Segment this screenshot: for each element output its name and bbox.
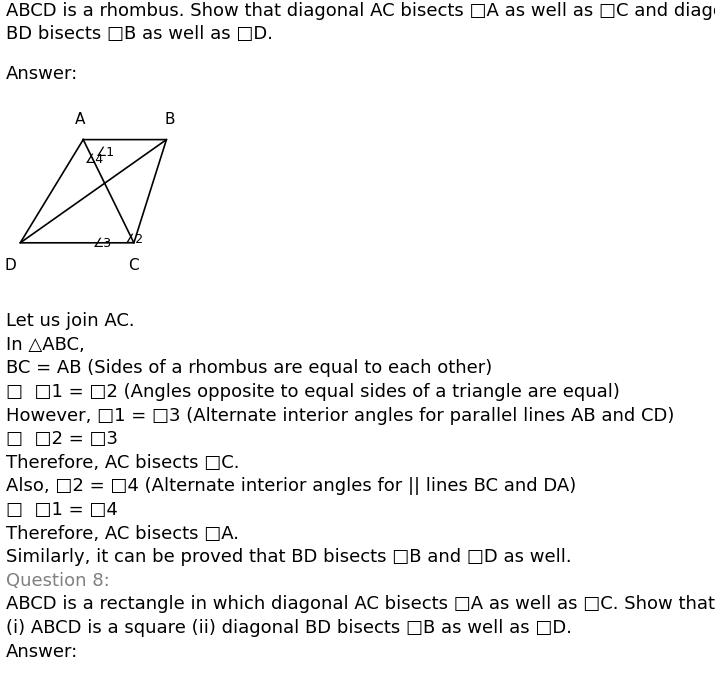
Text: B: B bbox=[165, 112, 175, 127]
Text: ∠1: ∠1 bbox=[97, 146, 115, 159]
Text: Answer:: Answer: bbox=[6, 65, 78, 83]
Text: □  □1 = □4: □ □1 = □4 bbox=[6, 501, 118, 519]
Text: Answer:: Answer: bbox=[6, 642, 78, 660]
Text: C: C bbox=[129, 257, 139, 273]
Text: □  □1 = □2 (Angles opposite to equal sides of a triangle are equal): □ □1 = □2 (Angles opposite to equal side… bbox=[6, 383, 620, 401]
Text: BD bisects □B as well as □D.: BD bisects □B as well as □D. bbox=[6, 26, 273, 43]
Text: ∠3: ∠3 bbox=[93, 237, 112, 250]
Text: In △ABC,: In △ABC, bbox=[6, 336, 84, 354]
Text: ABCD is a rectangle in which diagonal AC bisects □A as well as □C. Show that:: ABCD is a rectangle in which diagonal AC… bbox=[6, 595, 715, 613]
Text: Question 8:: Question 8: bbox=[6, 572, 109, 590]
Text: Let us join AC.: Let us join AC. bbox=[6, 313, 134, 331]
Text: (i) ABCD is a square (ii) diagonal BD bisects □B as well as □D.: (i) ABCD is a square (ii) diagonal BD bi… bbox=[6, 619, 572, 637]
Text: ∠2: ∠2 bbox=[125, 233, 144, 246]
Text: D: D bbox=[4, 257, 16, 273]
Text: □  □2 = □3: □ □2 = □3 bbox=[6, 431, 118, 448]
Text: BC = AB (Sides of a rhombus are equal to each other): BC = AB (Sides of a rhombus are equal to… bbox=[6, 359, 492, 377]
Text: Similarly, it can be proved that BD bisects □B and □D as well.: Similarly, it can be proved that BD bise… bbox=[6, 548, 571, 566]
Text: ∠4: ∠4 bbox=[85, 153, 104, 166]
Text: A: A bbox=[74, 112, 85, 127]
Text: However, □1 = □3 (Alternate interior angles for parallel lines AB and CD): However, □1 = □3 (Alternate interior ang… bbox=[6, 406, 674, 424]
Text: ABCD is a rhombus. Show that diagonal AC bisects □A as well as □C and diagonal: ABCD is a rhombus. Show that diagonal AC… bbox=[6, 1, 715, 20]
Text: Therefore, AC bisects □A.: Therefore, AC bisects □A. bbox=[6, 524, 239, 542]
Text: Therefore, AC bisects □C.: Therefore, AC bisects □C. bbox=[6, 454, 240, 472]
Text: Also, □2 = □4 (Alternate interior angles for || lines BC and DA): Also, □2 = □4 (Alternate interior angles… bbox=[6, 477, 576, 495]
